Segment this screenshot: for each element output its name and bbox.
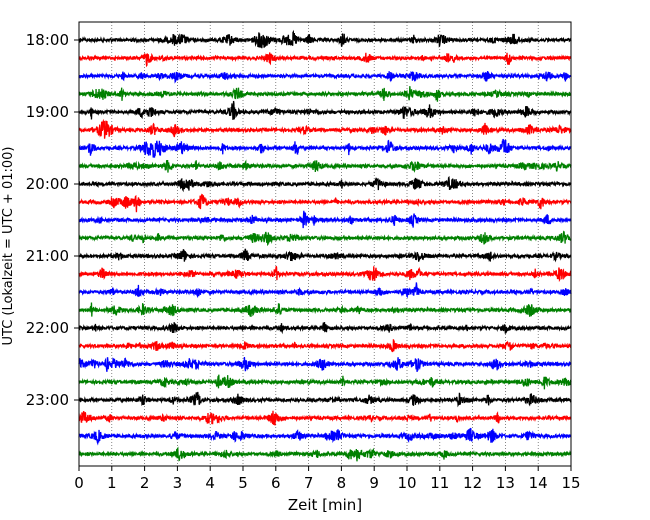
y-tick-label: 19:00 — [26, 103, 69, 121]
x-tick-label: 12 — [463, 474, 482, 492]
x-axis-label: Zeit [min] — [288, 496, 362, 514]
x-tick-label: 14 — [529, 474, 548, 492]
seismic-trace — [78, 230, 572, 247]
seismic-trace — [78, 52, 572, 68]
x-tick-label: 9 — [369, 474, 379, 492]
seismic-trace — [78, 410, 572, 426]
y-axis-ticks: 18:00 19:00 20:00 21:00 22:00 23:00 — [26, 31, 79, 409]
grid-lines — [111, 22, 539, 466]
x-tick-label: 0 — [74, 474, 84, 492]
x-tick-label: 11 — [430, 474, 449, 492]
seismic-trace — [78, 321, 572, 335]
seismic-trace — [78, 248, 572, 263]
seismic-trace — [78, 86, 572, 102]
x-tick-label: 2 — [140, 474, 150, 492]
seismic-trace — [78, 282, 572, 299]
x-tick-label: 13 — [496, 474, 515, 492]
seismic-trace — [78, 266, 572, 283]
x-tick-label: 5 — [238, 474, 248, 492]
seismic-trace — [78, 302, 572, 317]
seismic-trace — [78, 118, 572, 139]
y-axis-label: UTC (Lokalzeit = UTC + 01:00) — [1, 147, 16, 346]
plot-frame — [78, 21, 572, 467]
x-tick-label: 1 — [107, 474, 117, 492]
x-tick-label: 7 — [304, 474, 314, 492]
seismic-trace — [78, 29, 572, 49]
x-tick-label: 4 — [205, 474, 215, 492]
y-tick-label: 18:00 — [26, 31, 69, 49]
x-axis-ticks: 0 1 2 3 4 5 6 7 8 9 10 11 12 13 14 15 — [74, 466, 581, 492]
seismic-trace — [78, 193, 572, 213]
x-tick-label: 15 — [561, 474, 580, 492]
y-tick-label: 20:00 — [26, 175, 69, 193]
seismic-trace — [78, 210, 572, 229]
seismic-trace — [78, 70, 572, 84]
seismic-trace — [78, 100, 572, 120]
x-tick-label: 3 — [173, 474, 183, 492]
seismic-trace — [78, 391, 572, 408]
seismic-trace — [78, 159, 572, 173]
x-tick-label: 10 — [397, 474, 416, 492]
trace-group — [78, 29, 572, 462]
seismic-trace — [78, 446, 572, 462]
y-tick-label: 22:00 — [26, 319, 69, 337]
seismic-trace — [78, 374, 572, 390]
x-tick-label: 8 — [337, 474, 347, 492]
seismic-trace — [78, 339, 572, 353]
y-tick-label: 21:00 — [26, 247, 69, 265]
seismic-trace — [78, 357, 572, 372]
y-tick-label: 23:00 — [26, 391, 69, 409]
seismic-trace — [78, 427, 572, 446]
x-tick-label: 6 — [271, 474, 281, 492]
seismic-trace — [78, 138, 572, 158]
seismic-trace — [78, 175, 572, 193]
